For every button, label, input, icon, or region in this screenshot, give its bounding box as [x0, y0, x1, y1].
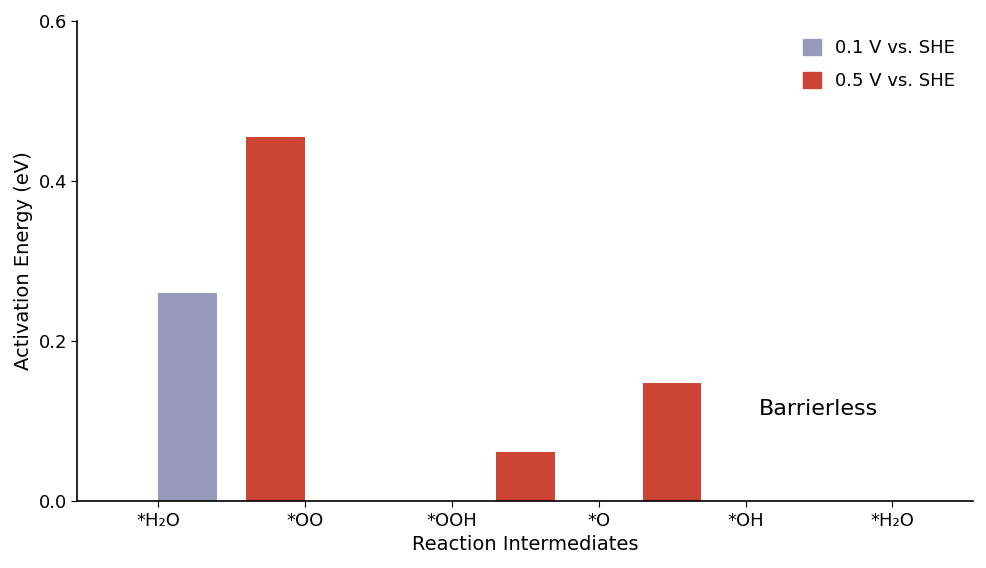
Bar [495, 452, 554, 501]
Y-axis label: Activation Energy (eV): Activation Energy (eV) [14, 152, 33, 370]
X-axis label: Reaction Intermediates: Reaction Intermediates [411, 535, 638, 554]
Bar [158, 293, 217, 501]
Text: Barrierless: Barrierless [758, 399, 878, 419]
Bar [246, 137, 305, 501]
Legend: 0.1 V vs. SHE, 0.5 V vs. SHE: 0.1 V vs. SHE, 0.5 V vs. SHE [793, 30, 963, 99]
Bar [642, 383, 701, 501]
